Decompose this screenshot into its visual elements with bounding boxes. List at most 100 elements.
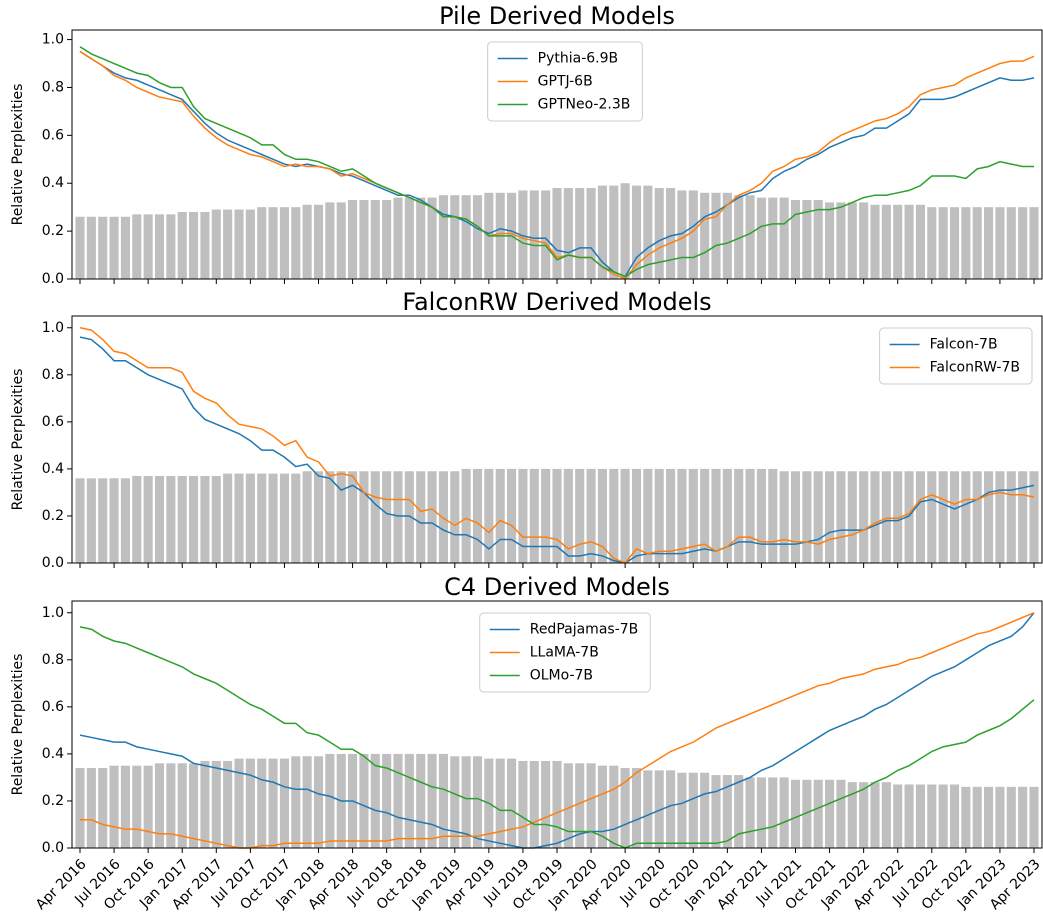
- bar: [518, 760, 528, 848]
- legend-label: GPTJ-6B: [538, 74, 593, 90]
- legend-label: Falcon-7B: [930, 337, 998, 353]
- bar: [643, 770, 653, 848]
- bar: [166, 475, 176, 563]
- bar: [518, 190, 528, 279]
- bar: [790, 199, 801, 279]
- bar: [404, 471, 414, 563]
- bar: [790, 779, 801, 848]
- bar: [677, 468, 687, 563]
- bar: [972, 207, 982, 279]
- bar: [541, 760, 551, 848]
- bar: [802, 471, 812, 563]
- bar: [870, 471, 880, 563]
- bar: [972, 786, 982, 848]
- bar: [563, 763, 573, 848]
- bar: [734, 775, 744, 848]
- bar: [688, 468, 698, 563]
- series-line: [79, 626, 1035, 849]
- bar: [75, 478, 85, 563]
- bar: [450, 195, 460, 279]
- chart-title: C4 Derived Models: [444, 573, 670, 601]
- bar: [700, 192, 710, 279]
- chart-title: FalconRW Derived Models: [402, 288, 711, 316]
- bar: [291, 756, 301, 848]
- legend: Pythia-6.9B GPTJ-6B GPTNeo-2.3B: [487, 41, 643, 122]
- bar: [915, 471, 925, 563]
- bar: [541, 190, 551, 279]
- bar: [893, 471, 903, 563]
- bar: [245, 473, 255, 563]
- bar: [166, 214, 176, 279]
- series-line: [79, 50, 1035, 280]
- bar: [734, 468, 744, 563]
- bar: [881, 204, 891, 279]
- bar: [859, 782, 869, 848]
- bar: [370, 753, 380, 848]
- bar: [575, 763, 585, 848]
- bar: [654, 468, 664, 563]
- bar: [961, 207, 971, 279]
- bar: [154, 763, 165, 848]
- bar: [995, 786, 1005, 848]
- bar: [881, 782, 891, 848]
- bar: [552, 188, 562, 279]
- legend-box: [879, 327, 1033, 385]
- bar: [995, 207, 1005, 279]
- bar: [597, 185, 607, 279]
- bar: [938, 471, 948, 563]
- bar: [563, 468, 573, 563]
- y-tick-label: 0.0: [42, 271, 64, 287]
- legend: RedPajamas-7B LLaMA-7B OLMo-7B: [479, 612, 651, 693]
- bar: [802, 199, 812, 279]
- bar: [302, 756, 312, 848]
- bar: [847, 782, 857, 848]
- bar: [1018, 786, 1028, 848]
- bar: [620, 768, 630, 848]
- bar: [904, 471, 914, 563]
- bar: [507, 758, 517, 848]
- bar: [802, 779, 812, 848]
- bar: [302, 471, 312, 563]
- bar: [416, 471, 426, 563]
- bar: [416, 197, 426, 279]
- y-tick-label: 1.0: [42, 32, 64, 48]
- bar: [779, 197, 789, 279]
- bar: [177, 211, 187, 279]
- bar: [722, 192, 732, 279]
- bar: [893, 204, 903, 279]
- bar: [223, 760, 233, 848]
- bar: [688, 190, 698, 279]
- bar: [575, 188, 585, 279]
- bar: [427, 197, 437, 279]
- bar: [189, 475, 199, 563]
- bar: [1018, 207, 1028, 279]
- bar: [382, 753, 392, 848]
- bar: [915, 784, 925, 848]
- bar: [234, 758, 244, 848]
- bar: [279, 758, 289, 848]
- bar: [825, 202, 835, 279]
- bar: [586, 188, 596, 279]
- bar: [552, 468, 562, 563]
- bar: [631, 185, 642, 279]
- legend-box: [479, 612, 651, 693]
- bar: [472, 468, 483, 563]
- bar: [348, 199, 358, 279]
- bar: [450, 471, 460, 563]
- bar: [166, 763, 176, 848]
- bar: [143, 765, 153, 848]
- bar: [370, 199, 380, 279]
- bar: [461, 756, 471, 848]
- bar: [484, 468, 494, 563]
- bar: [75, 216, 85, 279]
- legend-label: FalconRW-7B: [930, 360, 1020, 376]
- y-tick-label: 0.2: [42, 793, 64, 809]
- bar: [189, 211, 199, 279]
- bar: [109, 478, 119, 563]
- bar: [711, 775, 721, 848]
- y-tick-label: 0.4: [42, 175, 64, 191]
- bar: [177, 475, 187, 563]
- legend-label: OLMo-7B: [530, 668, 593, 684]
- series-line: [79, 50, 1035, 278]
